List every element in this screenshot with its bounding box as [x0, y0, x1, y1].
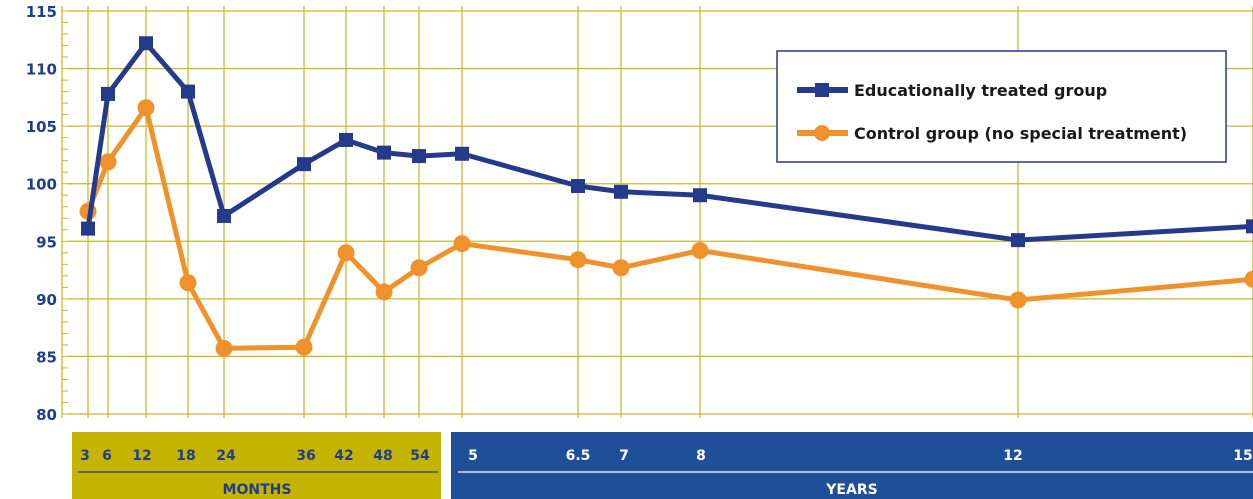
legend-box	[776, 50, 1227, 163]
years-label: YEARS	[825, 482, 877, 498]
data-point-control	[375, 283, 393, 301]
data-point-treated	[571, 179, 585, 194]
y-tick-label: 105	[26, 118, 57, 136]
data-point-treated	[412, 149, 426, 164]
legend-label-treated: Educationally treated group	[854, 81, 1107, 100]
data-point-treated	[693, 188, 707, 203]
data-point-treated	[614, 184, 628, 199]
data-point-treated	[455, 146, 469, 161]
x-tick-month: 48	[373, 448, 392, 464]
y-axis: 80 85 90 95 100 105 110 115	[26, 3, 57, 424]
series-layer	[79, 36, 1253, 357]
x-axis-bands: 3 6 12 18 24 36 42 48 54 5 6.5 7 8 12 15 MONTHS YEARS	[72, 432, 1253, 499]
x-tick-month: 24	[216, 448, 236, 464]
data-point-control	[295, 338, 313, 356]
y-tick-label: 80	[36, 406, 57, 424]
y-tick-label: 100	[26, 176, 57, 194]
x-tick-year: 7	[619, 448, 629, 464]
data-point-treated	[1011, 233, 1025, 248]
data-point-control	[1244, 270, 1253, 288]
data-point-treated	[217, 208, 231, 223]
y-tick-label: 110	[26, 61, 57, 79]
grid-lines	[61, 6, 1253, 418]
data-point-control	[569, 251, 587, 269]
data-point-treated	[377, 145, 391, 160]
data-point-control	[99, 153, 117, 171]
x-tick-year: 6.5	[566, 448, 591, 464]
data-point-control	[137, 99, 155, 117]
data-point-control	[691, 241, 709, 259]
data-point-treated	[297, 157, 311, 172]
months-label: MONTHS	[223, 482, 292, 498]
data-point-control	[453, 235, 471, 253]
years-band	[451, 432, 1253, 499]
x-tick-month: 36	[296, 448, 315, 464]
x-tick-month: 6	[102, 448, 112, 464]
x-tick-month: 3	[80, 448, 90, 464]
x-tick-month: 42	[334, 448, 353, 464]
legend-marker-treated	[815, 83, 829, 97]
data-point-treated	[81, 221, 95, 236]
legend: Educationally treated group Control grou…	[776, 50, 1227, 163]
y-tick-label: 85	[36, 348, 57, 366]
x-tick-month: 18	[176, 448, 195, 464]
data-point-control	[612, 259, 630, 277]
data-point-treated	[101, 86, 115, 101]
y-tick-label: 90	[36, 291, 57, 309]
x-tick-year: 5	[468, 448, 478, 464]
data-point-treated	[339, 132, 353, 147]
data-point-treated	[1246, 219, 1253, 234]
x-tick-year: 8	[696, 448, 706, 464]
legend-marker-control	[814, 125, 830, 141]
x-tick-year: 15	[1233, 448, 1252, 464]
x-tick-month: 12	[132, 448, 151, 464]
y-tick-label: 95	[36, 233, 57, 251]
data-point-control	[410, 259, 428, 277]
y-tick-label: 115	[26, 3, 57, 21]
x-tick-year: 12	[1003, 448, 1022, 464]
data-point-control	[215, 339, 233, 357]
months-band	[72, 432, 441, 499]
data-point-control	[179, 274, 197, 292]
data-point-control	[1009, 291, 1027, 309]
data-point-control	[337, 244, 355, 262]
data-point-treated	[139, 36, 153, 51]
data-point-treated	[181, 84, 195, 99]
x-tick-month: 54	[410, 448, 430, 464]
legend-label-control: Control group (no special treatment)	[854, 124, 1187, 143]
